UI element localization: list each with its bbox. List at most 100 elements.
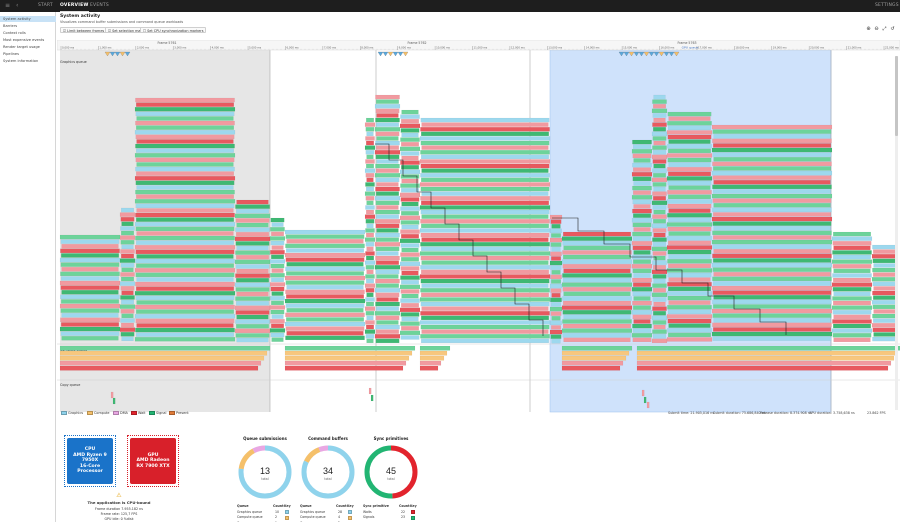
graphics-workload-bar (284, 321, 366, 327)
graphics-workload-bar (399, 123, 421, 129)
graphics-workload-bar (873, 295, 896, 300)
donut-table: Sync primitive Count Key Waits 22 Signals 23 (363, 504, 419, 521)
graphics-workload-bar (712, 129, 832, 134)
graphics-workload-bar (365, 265, 375, 270)
menu-icon[interactable]: ≡ (5, 2, 11, 9)
graphics-workload-bar (135, 258, 235, 264)
donut-title: Command buffers (308, 436, 348, 441)
graphics-workload-bar (713, 235, 831, 240)
graphics-workload-bar (134, 268, 236, 273)
graphics-workload-bar (712, 299, 832, 305)
graphics-workload-bar (136, 263, 234, 268)
graphics-workload-bar (711, 239, 833, 245)
graphics-workload-bar (419, 159, 551, 164)
graphics-workload-bar (236, 314, 269, 320)
graphics-workload-bar (365, 228, 375, 233)
graphics-workload-bar (61, 290, 119, 295)
graphics-workload-bar (653, 140, 666, 146)
graphics-workload-bar (651, 292, 668, 298)
legend-swatch (61, 410, 67, 415)
gpu-line: AMD Radeon (136, 458, 170, 464)
graphics-workload-bar (563, 245, 631, 251)
toggle-cpu-sync-markers[interactable]: ☐ Set CPU synchronization markers (140, 27, 207, 33)
graphics-workload-bar (364, 214, 376, 219)
graphics-workload-bar (134, 176, 236, 181)
graphics-workload-bar (135, 295, 235, 301)
graphics-workload-bar (286, 331, 364, 336)
graphics-workload-bar (375, 338, 400, 344)
graphics-workload-bar (400, 289, 420, 294)
back-icon[interactable]: ‹ (16, 2, 19, 9)
graphics-workload-bar (61, 276, 119, 281)
graphics-workload-bar (632, 185, 652, 191)
graphics-workload-bar (873, 332, 896, 337)
toggle-limit-between-frames[interactable]: ☑ Limit between frames (60, 27, 108, 33)
graphics-workload-bar (668, 185, 711, 190)
page-title: System activity (60, 14, 101, 19)
zoom-out-icon[interactable]: ⊖ (874, 26, 879, 32)
graphics-workload-bar (832, 333, 872, 338)
tab-overview[interactable]: OVERVIEW (60, 0, 89, 12)
sidebar-item-most-expensive-events[interactable]: Most expensive events (3, 38, 45, 42)
graphics-workload-bar (120, 263, 135, 268)
graphics-workload-bar (376, 274, 399, 279)
settings-link[interactable]: SETTINGS (875, 3, 899, 8)
graphics-workload-bar (713, 189, 831, 194)
cpu-line: CPU (84, 447, 96, 453)
tick-label: 2,000 ms (137, 46, 150, 50)
timeline-scrollbar-thumb (895, 56, 898, 136)
graphics-workload-bar (652, 251, 667, 256)
tab-events[interactable]: EVENTS (90, 3, 109, 8)
graphics-workload-bar (375, 108, 400, 114)
zoom-fit-icon[interactable]: ⤢ (882, 26, 887, 32)
graphics-workload-bar (136, 194, 234, 199)
graphics-workload-bar (652, 168, 667, 173)
dependency-path (375, 143, 544, 336)
compute-workload-bar (284, 345, 416, 351)
graphics-workload-bar (399, 238, 421, 244)
graphics-workload-bar (667, 259, 712, 264)
graphics-workload-bar (832, 287, 872, 292)
graphics-workload-bar (269, 282, 286, 287)
graphics-workload-bar (872, 281, 897, 287)
graphics-workload-bar (632, 323, 652, 329)
graphics-workload-bar (399, 169, 421, 175)
graphics-workload-bar (419, 251, 551, 256)
graphics-workload-bar (667, 134, 712, 140)
graphics-workload-bar (668, 139, 711, 144)
main-panel: System activity Visualizes command buffe… (57, 12, 900, 522)
sidebar-item-system-activity[interactable]: System activity (0, 16, 56, 22)
graphics-workload-bar (667, 144, 712, 149)
graphics-workload-bar (236, 291, 269, 297)
sidebar-item-context-rolls[interactable]: Context rolls (3, 31, 26, 35)
graphics-workload-bar (421, 191, 549, 196)
graphics-workload-bar (374, 150, 401, 155)
graphics-workload-bar (561, 282, 633, 287)
zoom-in-icon[interactable]: ⊕ (866, 26, 871, 32)
graphics-workload-bar (365, 205, 375, 210)
sidebar-item-system-information[interactable]: System information (3, 59, 39, 63)
graphics-workload-bar (562, 250, 632, 255)
graphics-workload-bar (420, 242, 550, 247)
graphics-workload-bar (365, 196, 375, 201)
graphics-workload-bar (400, 160, 420, 165)
graphics-workload-bar (833, 277, 871, 283)
graphics-workload-bar (270, 250, 285, 255)
sidebar-item-barriers[interactable]: Barriers (3, 24, 18, 28)
graphics-workload-bar (631, 287, 653, 292)
graphics-workload-bar (285, 335, 365, 341)
timeline[interactable]: Frame 5761 Frame 5762 Frame 5763 GPU queue 0… (57, 40, 900, 420)
tab-start[interactable]: START (38, 3, 53, 8)
sidebar-item-pipelines[interactable]: Pipelines (3, 52, 19, 56)
graphics-workload-bar (668, 300, 711, 305)
sidebar: System activity Barriers Context rolls M… (0, 12, 56, 522)
graphics-workload-bar (832, 241, 872, 246)
graphics-workload-bar (633, 190, 651, 195)
sidebar-item-render-target-usage[interactable]: Render target usage (3, 45, 40, 49)
compute-workload-bar (636, 355, 895, 361)
graphics-workload-bar (633, 181, 651, 186)
graphics-workload-bar (234, 236, 271, 242)
reset-view-icon[interactable]: ↺ (890, 26, 895, 32)
